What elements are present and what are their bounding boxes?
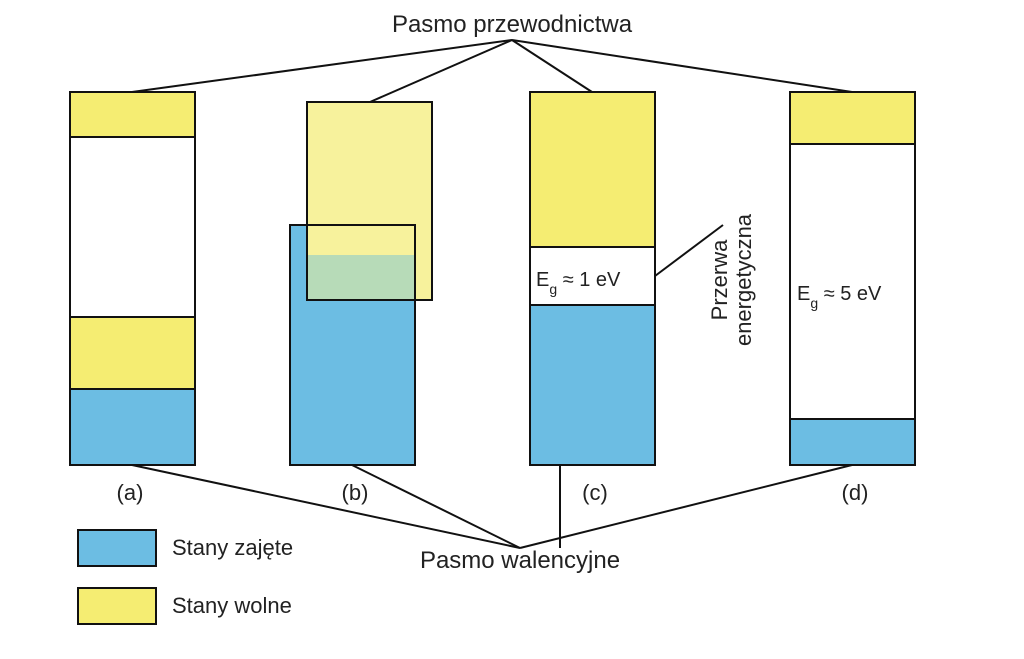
panel-a-caption: (a) bbox=[117, 480, 144, 505]
bottom-title: Pasmo walencyjne bbox=[420, 547, 620, 574]
panel-c-caption: (c) bbox=[582, 480, 608, 505]
legend-swatch-0 bbox=[78, 530, 156, 566]
panel-b-overlap bbox=[307, 255, 415, 300]
panel-a-gap bbox=[70, 137, 195, 317]
panel-d-caption: (d) bbox=[842, 480, 869, 505]
panel-b-caption: (b) bbox=[342, 480, 369, 505]
legend-label-1: Stany wolne bbox=[172, 593, 292, 618]
panel-d-free bbox=[790, 92, 915, 144]
panel-d-occupied bbox=[790, 419, 915, 465]
top-title: Pasmo przewodnictwa bbox=[392, 11, 633, 38]
panel-a-occupied bbox=[70, 389, 195, 465]
panel-a-free-top bbox=[70, 92, 195, 137]
panel-c-free bbox=[530, 92, 655, 247]
panel-c-occupied bbox=[530, 305, 655, 465]
legend-label-0: Stany zajęte bbox=[172, 535, 293, 560]
legend-swatch-1 bbox=[78, 588, 156, 624]
panel-a-free-mid bbox=[70, 317, 195, 389]
panel-d-gap bbox=[790, 144, 915, 419]
